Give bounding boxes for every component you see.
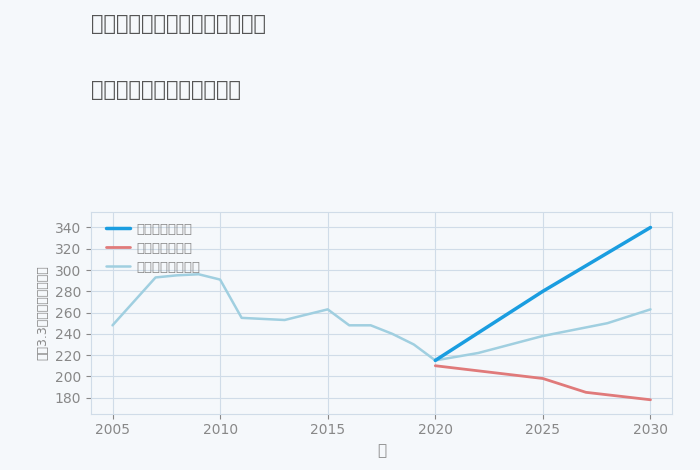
ノーマルシナリオ (195, 272, 203, 277)
ノーマルシナリオ (216, 277, 224, 282)
ノーマルシナリオ (646, 306, 654, 312)
グッドシナリオ (539, 289, 547, 294)
バッドシナリオ (431, 363, 440, 368)
Y-axis label: 坪（3.3㎡）単価（万円）: 坪（3.3㎡）単価（万円） (36, 265, 49, 360)
X-axis label: 年: 年 (377, 443, 386, 458)
ノーマルシナリオ (367, 322, 375, 328)
Legend: グッドシナリオ, バッドシナリオ, ノーマルシナリオ: グッドシナリオ, バッドシナリオ, ノーマルシナリオ (104, 220, 203, 276)
バッドシナリオ (646, 397, 654, 403)
Line: バッドシナリオ: バッドシナリオ (435, 366, 650, 400)
ノーマルシナリオ (539, 333, 547, 339)
Text: 神奈川県横浜市中区本牧元町の: 神奈川県横浜市中区本牧元町の (91, 14, 266, 34)
ノーマルシナリオ (410, 342, 418, 347)
ノーマルシナリオ (281, 317, 289, 323)
Text: 中古マンションの価格推移: 中古マンションの価格推移 (91, 80, 241, 100)
Line: グッドシナリオ: グッドシナリオ (435, 227, 650, 360)
ノーマルシナリオ (173, 273, 181, 278)
ノーマルシナリオ (345, 322, 354, 328)
グッドシナリオ (646, 225, 654, 230)
ノーマルシナリオ (108, 322, 117, 328)
Line: ノーマルシナリオ: ノーマルシナリオ (113, 274, 650, 360)
グッドシナリオ (431, 358, 440, 363)
ノーマルシナリオ (431, 358, 440, 363)
ノーマルシナリオ (603, 321, 612, 326)
ノーマルシナリオ (388, 331, 396, 337)
バッドシナリオ (582, 390, 590, 395)
ノーマルシナリオ (474, 350, 482, 356)
ノーマルシナリオ (237, 315, 246, 321)
ノーマルシナリオ (323, 306, 332, 312)
ノーマルシナリオ (151, 274, 160, 280)
バッドシナリオ (539, 376, 547, 381)
